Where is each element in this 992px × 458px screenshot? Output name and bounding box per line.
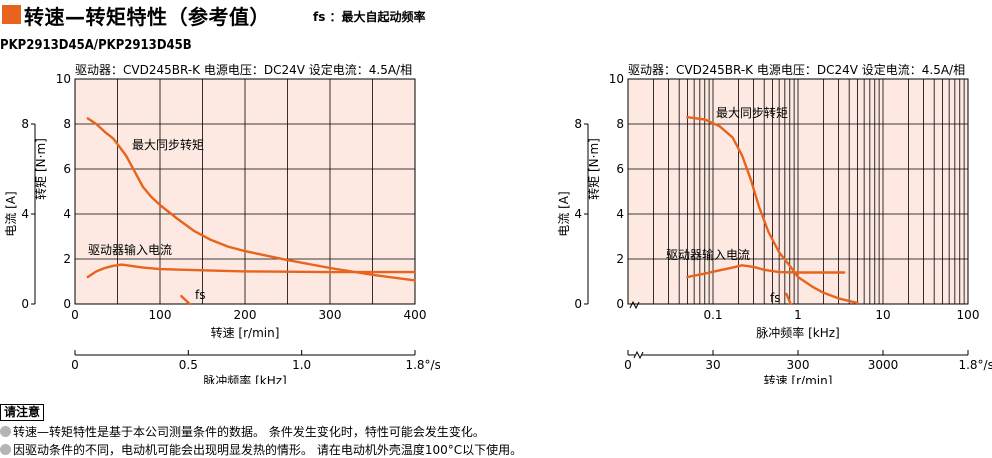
current-tick-label: 8 (21, 117, 29, 131)
axis-break-mark (629, 300, 640, 310)
y-tick-label: 8 (63, 117, 71, 131)
y-tick-label: 6 (616, 162, 624, 176)
torque-chart-linear: 驱动器：CVD245BR-K 电源电压：DC24V 设定电流：4.5A/相 0 2 4… (4, 62, 440, 384)
y-tick-label: 0 (616, 297, 624, 311)
secondary-x-axis-label: 脉冲频率 [kHz] (203, 373, 286, 384)
x-tick-label: 400 (404, 308, 427, 322)
x-tick-label: 100 (149, 308, 172, 322)
chart-subtitle: 驱动器：CVD245BR-K 电源电压：DC24V 设定电流：4.5A/相 (628, 62, 965, 77)
series-label-torque: 最大同步转矩 (132, 137, 204, 152)
x-tick-label: 100 (957, 308, 980, 322)
y-tick-label: 10 (56, 72, 71, 86)
current-tick-label: 0 (21, 297, 29, 311)
y-tick-label: 2 (616, 252, 624, 266)
series-line-1 (86, 263, 417, 279)
x-axis-label: 转速 [r/min] (211, 325, 280, 340)
current-tick-label: 0 (574, 297, 582, 311)
bullet-icon (0, 444, 11, 455)
x-tick-label: 1 (794, 308, 802, 322)
secondary-x-tick-label: 1.0 (292, 358, 311, 372)
model-name: PKP2913D45A/PKP2913D45B (0, 38, 192, 53)
fs-legend: fs ：最大自起动频率 (313, 10, 426, 24)
series-label-current: 驱动器输入电流 (88, 242, 172, 257)
secondary-x-axis-label: 转速 [r/min] (764, 373, 833, 384)
secondary-x-tick-label: 0.5 (179, 358, 198, 372)
secondary-x-tick-label: 1.8°/step (958, 358, 992, 372)
torque-chart-log: 驱动器：CVD245BR-K 电源电压：DC24V 设定电流：4.5A/相 0 2 4… (557, 62, 992, 384)
current-axis-label: 电流 [A] (557, 191, 571, 236)
x-axis-label: 脉冲频率 [kHz] (756, 325, 839, 340)
y-tick-label: 4 (616, 207, 624, 221)
note-text: 因驱动条件的不同，电动机可能会出现明显发热的情形。 请在电动机外壳温度100°C… (13, 443, 523, 457)
x-tick-label: 10 (875, 308, 890, 322)
x-tick-label: 300 (319, 308, 342, 322)
x-tick-label: 0 (71, 308, 79, 322)
y-tick-label: 4 (63, 207, 71, 221)
current-tick-label: 4 (21, 207, 29, 221)
y-axis-label: 转矩 [N·m] (33, 138, 48, 200)
notes-title: 请注意 (0, 404, 45, 421)
series-line-0 (86, 117, 417, 282)
secondary-x-tick-label: 1.8°/step (405, 358, 440, 372)
secondary-x-tick-label: 300 (787, 358, 810, 372)
series-label-current: 驱动器输入电流 (666, 247, 750, 262)
note-item: 转速—转矩特性是基于本公司测量条件的数据。 条件发生变化时，特性可能会发生变化。 (0, 423, 485, 440)
y-tick-label: 2 (63, 252, 71, 266)
series-line-2 (180, 294, 192, 306)
secondary-x-tick-label: 30 (705, 358, 720, 372)
current-tick-label: 8 (574, 117, 582, 131)
y-tick-label: 6 (63, 162, 71, 176)
x-tick-label: 0.1 (703, 308, 722, 322)
y-tick-label: 8 (616, 117, 624, 131)
y-tick-label: 10 (609, 72, 624, 86)
title-marker (2, 5, 21, 24)
current-tick-label: 4 (574, 207, 582, 221)
note-item: 因驱动条件的不同，电动机可能会出现明显发热的情形。 请在电动机外壳温度100°C… (0, 441, 522, 458)
y-axis-label: 转矩 [N·m] (586, 138, 601, 200)
secondary-x-tick-label: 3000 (868, 358, 899, 372)
y-tick-label: 0 (63, 297, 71, 311)
series-label-fs: fs (195, 288, 205, 302)
notes: 请注意 转速—转矩特性是基于本公司测量条件的数据。 条件发生变化时，特性可能会发… (0, 404, 522, 457)
series-label-fs: fs (770, 291, 780, 305)
series-line-0 (686, 116, 859, 305)
secondary-axis-break-mark (633, 350, 644, 360)
chart-subtitle: 驱动器：CVD245BR-K 电源电压：DC24V 设定电流：4.5A/相 (75, 62, 412, 77)
note-text: 转速—转矩特性是基于本公司测量条件的数据。 条件发生变化时，特性可能会发生变化。 (13, 425, 485, 439)
bullet-icon (0, 426, 11, 437)
current-axis-label: 电流 [A] (4, 191, 18, 236)
secondary-x-tick-label: 0 (624, 358, 632, 372)
x-tick-label: 200 (234, 308, 257, 322)
page-title: 转速—转矩特性（参考值） (24, 5, 270, 29)
secondary-x-tick-label: 0 (71, 358, 79, 372)
series-label-torque: 最大同步转矩 (716, 105, 788, 120)
series-line-1 (686, 264, 846, 279)
series-line-2 (785, 292, 792, 306)
